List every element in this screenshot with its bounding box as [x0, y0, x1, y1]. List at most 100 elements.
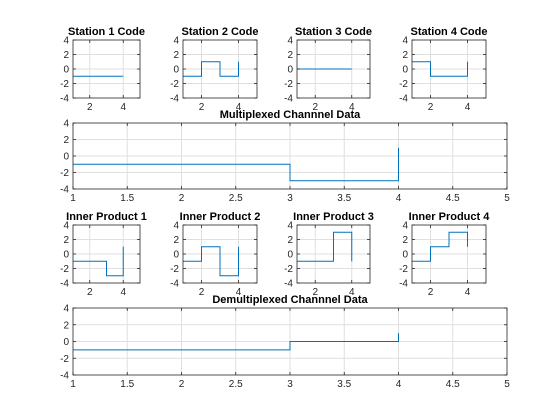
- x-tick-label: 2.5: [229, 193, 243, 204]
- subplot-title: Inner Product 4: [409, 211, 491, 223]
- y-tick-label: -4: [284, 94, 293, 105]
- x-tick-label: 2: [179, 193, 185, 204]
- y-tick-label: 2: [63, 235, 69, 246]
- y-tick-label: 0: [402, 250, 408, 261]
- y-tick-label: -2: [399, 79, 408, 90]
- series-line: [73, 246, 124, 277]
- x-tick-label: 2: [199, 287, 205, 298]
- x-tick-label: 4: [236, 102, 242, 113]
- y-tick-label: -2: [170, 264, 179, 275]
- y-tick-label: 2: [402, 50, 408, 61]
- x-tick-label: 2.5: [229, 379, 243, 390]
- y-tick-label: 4: [287, 36, 293, 47]
- x-tick-label: 2: [428, 287, 434, 298]
- subplot-title: Inner Product 2: [180, 211, 261, 223]
- y-tick-label: 0: [173, 65, 179, 76]
- y-tick-label: 4: [63, 36, 69, 47]
- y-tick-label: -4: [60, 279, 69, 290]
- series-line: [297, 231, 353, 262]
- x-tick-label: 1.5: [120, 193, 134, 204]
- x-tick-label: 1: [70, 193, 76, 204]
- y-tick-label: 2: [173, 235, 179, 246]
- x-tick-label: 2: [312, 102, 318, 113]
- x-tick-label: 2: [87, 287, 93, 298]
- y-tick-label: 2: [402, 235, 408, 246]
- y-tick-label: 0: [173, 250, 179, 261]
- y-tick-label: 2: [287, 235, 293, 246]
- subplot-title: Station 2 Code: [181, 26, 258, 38]
- series-line: [412, 61, 468, 77]
- series-line: [73, 147, 399, 182]
- y-tick-label: 0: [63, 337, 69, 348]
- x-tick-label: 4: [120, 102, 126, 113]
- x-tick-label: 4: [236, 287, 242, 298]
- y-tick-label: -4: [399, 279, 408, 290]
- x-tick-label: 3.5: [337, 379, 351, 390]
- y-tick-label: 2: [63, 135, 69, 146]
- series-line: [183, 61, 239, 77]
- y-tick-label: -4: [60, 371, 69, 382]
- x-tick-label: 5: [504, 379, 510, 390]
- y-tick-label: 4: [402, 221, 408, 232]
- y-tick-label: 0: [287, 250, 293, 261]
- x-tick-label: 1.5: [120, 379, 134, 390]
- y-tick-label: 4: [63, 304, 69, 315]
- y-tick-label: 4: [173, 221, 179, 232]
- subplot-title: Station 1 Code: [68, 26, 145, 38]
- x-tick-label: 4: [396, 193, 402, 204]
- subplot-5: 1 1.5 2 2.5 3 3.5 4 4.5 5 -4 -2 0 2 4 Multiplexed Chan…: [60, 109, 510, 204]
- y-tick-label: 4: [402, 36, 408, 47]
- y-tick-label: -2: [60, 79, 69, 90]
- y-tick-label: -4: [60, 94, 69, 105]
- x-tick-label: 4: [465, 102, 471, 113]
- x-tick-label: 3.5: [337, 193, 351, 204]
- x-tick-label: 5: [504, 193, 510, 204]
- y-tick-label: -2: [60, 354, 69, 365]
- x-tick-label: 4: [349, 102, 355, 113]
- y-tick-label: 0: [63, 152, 69, 163]
- x-tick-label: 2: [179, 379, 185, 390]
- y-tick-label: 2: [287, 50, 293, 61]
- x-tick-label: 2: [312, 287, 318, 298]
- y-tick-label: -2: [60, 168, 69, 179]
- x-tick-label: 4: [349, 287, 355, 298]
- y-tick-label: 4: [63, 119, 69, 130]
- subplot-title: Multiplexed Channnel Data: [220, 109, 361, 121]
- x-tick-label: 4: [396, 379, 402, 390]
- x-tick-label: 2: [87, 102, 93, 113]
- x-tick-label: 1: [70, 379, 76, 390]
- x-tick-label: 2: [428, 102, 434, 113]
- series-line: [183, 246, 239, 277]
- y-tick-label: 0: [287, 65, 293, 76]
- subplot-title: Inner Product 1: [66, 211, 147, 223]
- series-line: [73, 333, 399, 351]
- y-tick-label: 2: [63, 50, 69, 61]
- series-line: [412, 231, 468, 262]
- y-tick-label: -2: [399, 264, 408, 275]
- y-tick-label: -4: [170, 94, 179, 105]
- y-tick-label: -4: [170, 279, 179, 290]
- subplot-title: Inner Product 3: [293, 211, 374, 223]
- subplot-title: Demultiplexed Channnel Data: [212, 294, 368, 306]
- y-tick-label: -4: [60, 185, 69, 196]
- y-tick-label: 0: [63, 250, 69, 261]
- y-tick-label: -4: [399, 94, 408, 105]
- x-tick-label: 4.5: [446, 193, 460, 204]
- x-tick-label: 4.5: [446, 379, 460, 390]
- y-tick-label: -2: [284, 264, 293, 275]
- y-tick-label: -2: [60, 264, 69, 275]
- y-tick-label: -4: [284, 279, 293, 290]
- y-tick-label: -2: [284, 79, 293, 90]
- x-tick-label: 4: [465, 287, 471, 298]
- y-tick-label: 2: [63, 320, 69, 331]
- y-tick-label: 0: [402, 65, 408, 76]
- subplot-title: Station 4 Code: [410, 26, 487, 38]
